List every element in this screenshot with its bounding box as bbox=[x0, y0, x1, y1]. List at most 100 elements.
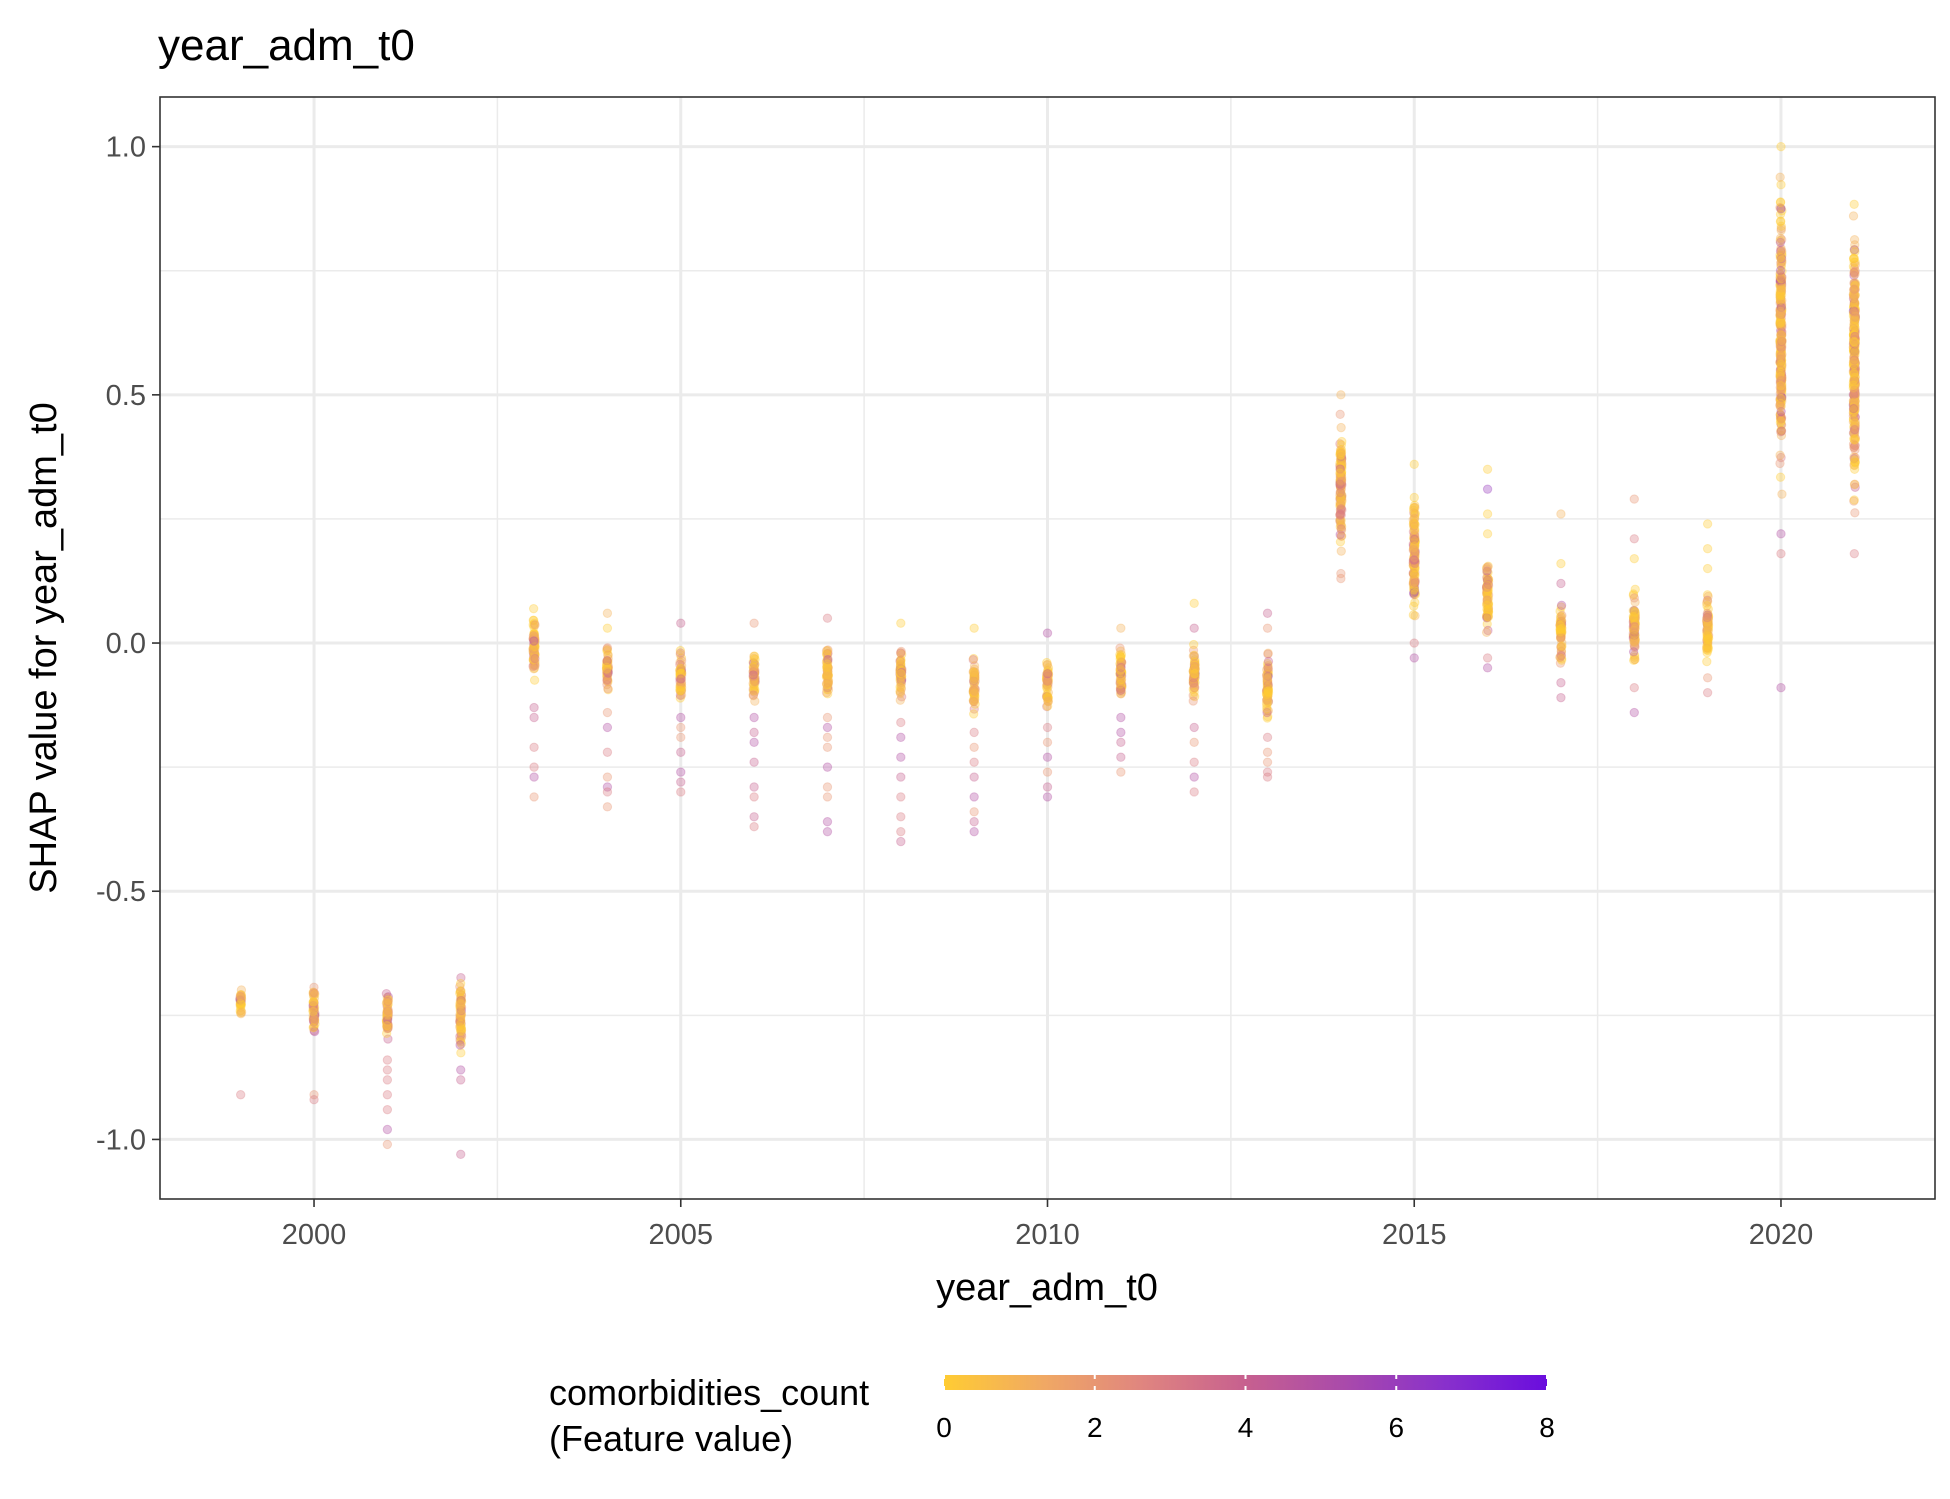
data-point bbox=[1702, 636, 1712, 646]
data-point bbox=[1409, 519, 1419, 530]
data-point bbox=[455, 1016, 465, 1027]
data-point bbox=[823, 663, 833, 673]
data-point bbox=[602, 667, 612, 677]
data-point bbox=[1335, 493, 1346, 503]
data-point bbox=[1261, 685, 1272, 696]
data-point bbox=[1702, 625, 1712, 636]
data-point bbox=[1849, 337, 1860, 348]
outlier-point bbox=[1556, 578, 1566, 589]
data-point bbox=[455, 978, 466, 989]
outlier-point bbox=[309, 1095, 319, 1105]
data-point bbox=[602, 659, 612, 669]
data-point bbox=[1628, 613, 1639, 623]
data-point bbox=[750, 677, 760, 687]
data-point bbox=[1189, 661, 1200, 671]
data-point bbox=[236, 1000, 246, 1010]
data-point bbox=[1189, 667, 1199, 677]
data-point bbox=[895, 688, 906, 699]
data-point bbox=[1409, 531, 1420, 542]
data-point bbox=[675, 690, 686, 701]
data-point bbox=[1115, 685, 1126, 696]
data-point bbox=[1775, 368, 1786, 378]
data-point bbox=[748, 684, 758, 694]
data-point bbox=[1190, 655, 1200, 665]
data-point bbox=[1630, 619, 1640, 629]
data-point bbox=[1775, 341, 1786, 351]
data-point bbox=[675, 657, 685, 667]
data-point bbox=[1775, 197, 1786, 207]
data-point bbox=[1630, 620, 1640, 630]
data-point bbox=[1703, 617, 1713, 628]
data-point bbox=[969, 661, 980, 671]
data-point bbox=[1629, 618, 1639, 629]
outlier-point bbox=[1556, 692, 1566, 703]
outlier-point bbox=[676, 732, 686, 743]
data-point bbox=[1482, 562, 1493, 572]
outlier-point bbox=[822, 613, 833, 623]
data-point bbox=[750, 676, 760, 686]
data-point bbox=[1042, 674, 1052, 685]
data-point bbox=[1483, 594, 1494, 604]
outlier-point bbox=[969, 623, 979, 633]
data-point bbox=[1190, 668, 1200, 678]
data-point bbox=[1043, 676, 1053, 687]
data-point bbox=[1188, 666, 1198, 677]
data-point bbox=[1776, 370, 1787, 381]
data-point bbox=[456, 989, 466, 1000]
data-point bbox=[1775, 415, 1786, 425]
data-point bbox=[1777, 206, 1787, 216]
data-point bbox=[1703, 616, 1713, 627]
data-point bbox=[1337, 480, 1347, 490]
data-point bbox=[1409, 518, 1419, 528]
data-point bbox=[530, 641, 540, 652]
data-point bbox=[968, 685, 979, 696]
data-point bbox=[1775, 291, 1786, 302]
data-point bbox=[676, 677, 687, 688]
data-point bbox=[1849, 284, 1859, 295]
outlier-point bbox=[749, 822, 759, 832]
outlier-point bbox=[1629, 707, 1639, 718]
data-point bbox=[1115, 650, 1125, 660]
data-point bbox=[382, 1018, 392, 1028]
data-point bbox=[1409, 568, 1419, 578]
data-point bbox=[601, 664, 612, 674]
data-point bbox=[1849, 253, 1860, 264]
data-point bbox=[1335, 464, 1345, 474]
data-point bbox=[1042, 660, 1052, 670]
data-point bbox=[896, 655, 906, 665]
legend-tick-label: 2 bbox=[1087, 1412, 1103, 1443]
data-point bbox=[750, 685, 760, 695]
data-point bbox=[1335, 501, 1345, 511]
outlier-point bbox=[1189, 787, 1199, 797]
data-point bbox=[530, 659, 540, 670]
chart-title: year_adm_t0 bbox=[158, 21, 415, 70]
data-point bbox=[383, 997, 393, 1007]
data-point bbox=[456, 1019, 466, 1029]
data-point bbox=[1336, 492, 1346, 503]
data-point bbox=[1335, 439, 1345, 449]
data-point bbox=[1849, 479, 1860, 490]
data-point bbox=[236, 990, 247, 1000]
data-point bbox=[1409, 552, 1419, 563]
data-point bbox=[1483, 603, 1494, 613]
data-point bbox=[1336, 510, 1346, 520]
data-point bbox=[1409, 579, 1419, 589]
data-point bbox=[456, 1002, 466, 1012]
data-point bbox=[603, 657, 613, 668]
data-point bbox=[530, 649, 540, 659]
data-point bbox=[456, 993, 466, 1003]
outlier-point bbox=[1336, 573, 1346, 584]
data-point bbox=[382, 1019, 392, 1030]
data-point bbox=[1335, 476, 1345, 486]
data-point bbox=[896, 667, 906, 677]
data-point bbox=[1629, 635, 1639, 646]
data-point bbox=[1041, 691, 1052, 702]
outlier-point bbox=[1482, 663, 1493, 673]
data-point bbox=[1409, 551, 1419, 562]
data-point bbox=[1775, 348, 1786, 358]
data-point bbox=[1556, 649, 1566, 660]
data-point bbox=[1703, 619, 1713, 629]
data-point bbox=[749, 679, 760, 689]
data-point bbox=[1116, 661, 1126, 672]
data-point bbox=[750, 659, 760, 670]
